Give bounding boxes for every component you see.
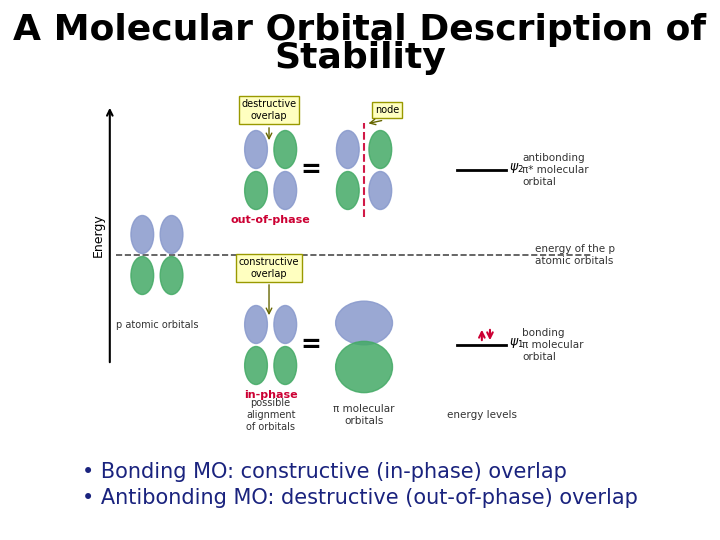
Text: possible
alignment
of orbitals: possible alignment of orbitals <box>246 399 295 431</box>
Text: antibonding
π* molecular
orbital: antibonding π* molecular orbital <box>523 153 589 187</box>
Ellipse shape <box>245 131 267 168</box>
Text: • Antibonding MO: destructive (out-of-phase) overlap: • Antibonding MO: destructive (out-of-ph… <box>82 488 638 508</box>
Ellipse shape <box>274 172 297 210</box>
Ellipse shape <box>131 215 153 253</box>
Text: $\psi_2$: $\psi_2$ <box>508 161 523 175</box>
Ellipse shape <box>245 172 267 210</box>
Text: $\psi_1$: $\psi_1$ <box>508 336 523 350</box>
Text: in-phase: in-phase <box>244 390 297 400</box>
Text: A Molecular Orbital Description of: A Molecular Orbital Description of <box>14 13 706 47</box>
Ellipse shape <box>336 301 392 345</box>
Text: Stability: Stability <box>274 41 446 75</box>
Ellipse shape <box>336 131 359 168</box>
Ellipse shape <box>131 256 153 294</box>
Text: • Bonding MO: constructive (in-phase) overlap: • Bonding MO: constructive (in-phase) ov… <box>82 462 567 482</box>
Text: =: = <box>301 333 322 357</box>
Text: Energy: Energy <box>92 213 105 257</box>
Text: =: = <box>301 158 322 182</box>
Text: p atomic orbitals: p atomic orbitals <box>116 320 198 330</box>
Ellipse shape <box>274 306 297 343</box>
Ellipse shape <box>369 172 392 210</box>
Text: energy levels: energy levels <box>447 410 517 420</box>
Text: bonding
π molecular
orbital: bonding π molecular orbital <box>523 328 584 362</box>
Ellipse shape <box>160 215 183 253</box>
Ellipse shape <box>336 172 359 210</box>
Text: energy of the p
atomic orbitals: energy of the p atomic orbitals <box>535 244 615 266</box>
Text: constructive
overlap: constructive overlap <box>239 257 300 279</box>
Ellipse shape <box>336 341 392 393</box>
Text: destructive
overlap: destructive overlap <box>241 99 297 121</box>
Text: π molecular
orbitals: π molecular orbitals <box>333 404 395 426</box>
Text: out-of-phase: out-of-phase <box>231 215 310 225</box>
Text: node: node <box>374 105 399 115</box>
Ellipse shape <box>245 347 267 384</box>
Ellipse shape <box>369 131 392 168</box>
Ellipse shape <box>245 306 267 343</box>
Ellipse shape <box>160 256 183 294</box>
Ellipse shape <box>274 131 297 168</box>
Ellipse shape <box>274 347 297 384</box>
